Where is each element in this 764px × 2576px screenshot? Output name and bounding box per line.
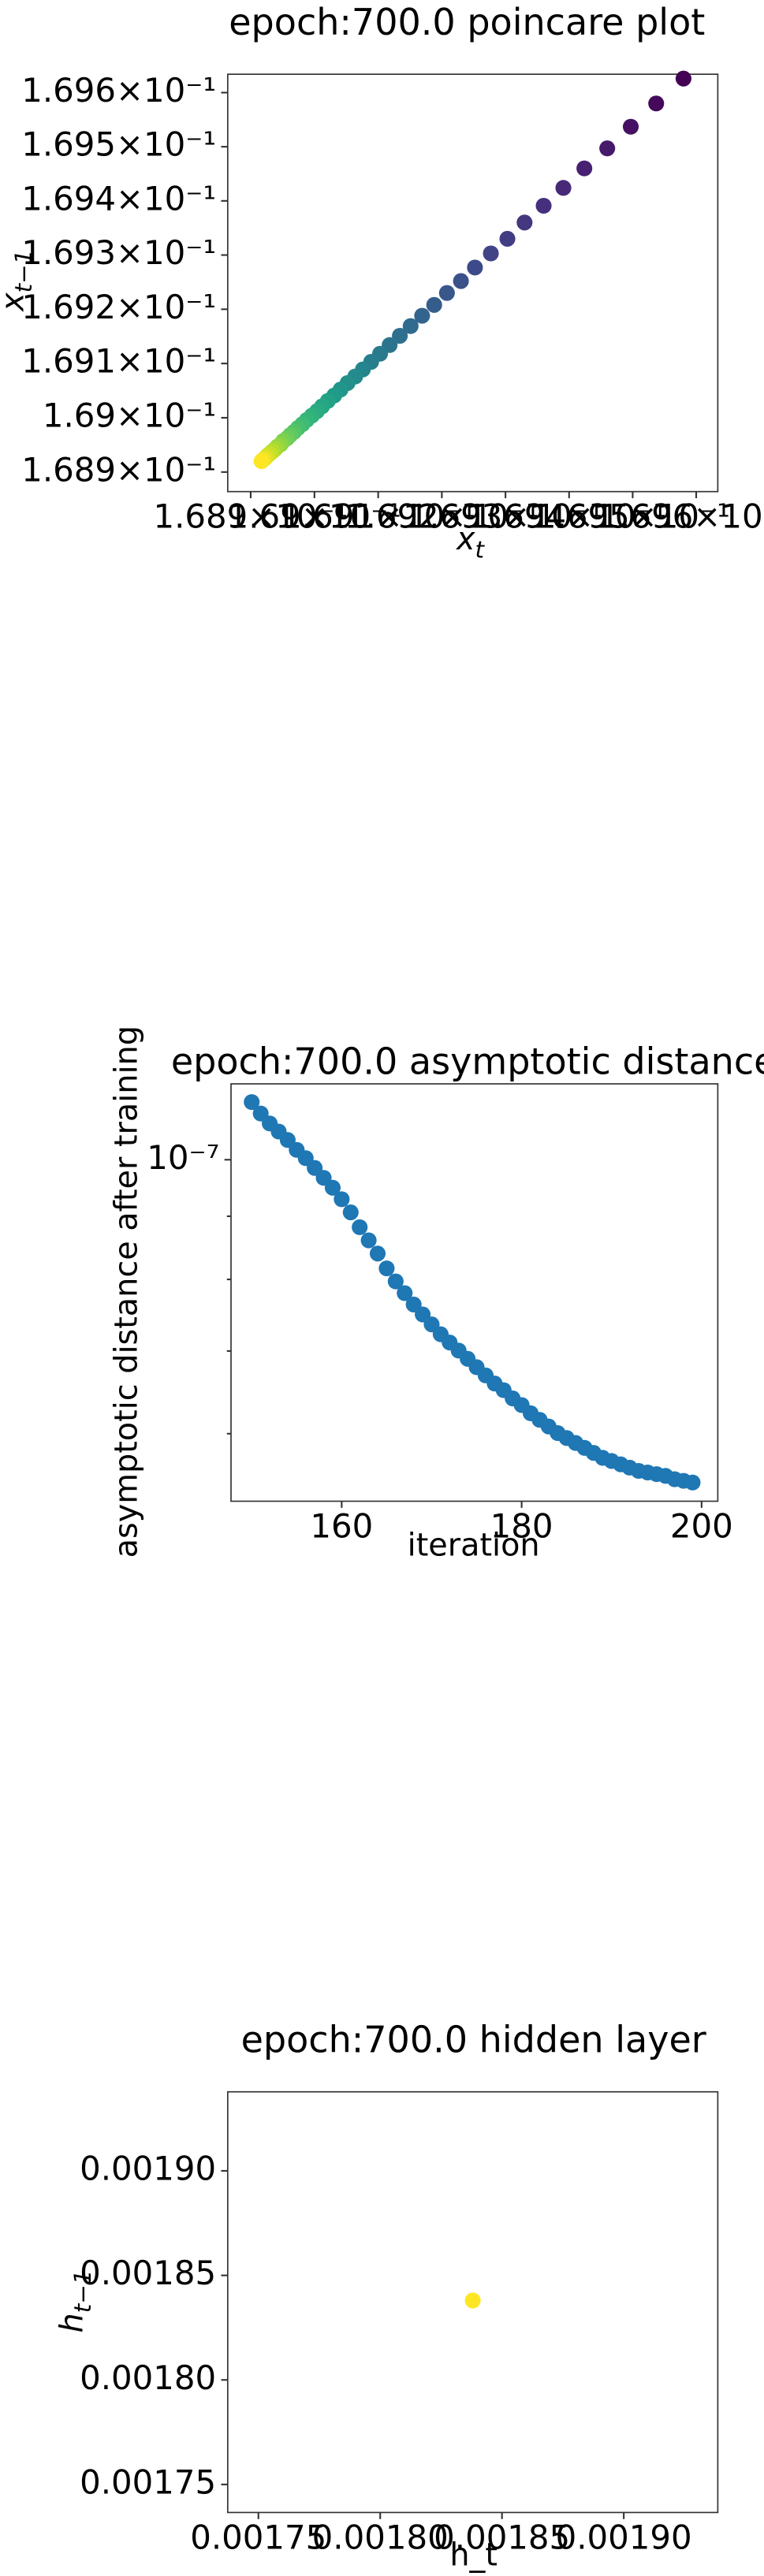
x-tick-label: 0.00190: [556, 2518, 692, 2556]
point: [675, 70, 691, 87]
point: [324, 1179, 341, 1196]
x-tick-label: 1.689×10⁻¹: [153, 497, 348, 536]
point: [414, 307, 430, 324]
point: [464, 2292, 481, 2309]
point: [516, 214, 533, 231]
point: [360, 1232, 377, 1249]
y-tick-label: 1.694×10⁻¹: [21, 179, 216, 218]
x-axis-label-base: x: [455, 521, 475, 557]
y-axis-label-sub: t−1: [69, 2270, 96, 2314]
point: [392, 327, 408, 344]
point: [334, 1191, 350, 1208]
point: [253, 453, 270, 470]
x-tick-label: 200: [670, 1507, 733, 1546]
y-tick-label: 0.00190: [80, 2150, 216, 2188]
x-axis-label-sub: t: [475, 536, 485, 563]
point: [555, 180, 572, 196]
point: [369, 1245, 386, 1262]
y-axis-label: asymptotic distance after training: [109, 1026, 145, 1558]
point: [244, 1094, 260, 1111]
point: [622, 118, 639, 135]
x-tick-label: 1.69×10⁻¹: [228, 497, 401, 536]
chart-title: epoch:700.0 asymptotic distance: [171, 1040, 764, 1082]
y-tick-label: 1.691×10⁻¹: [21, 342, 216, 381]
y-axis-label-base: h: [54, 2313, 91, 2332]
x-axis-label: h_t: [449, 2537, 498, 2573]
x-axis-label: xt: [455, 521, 486, 563]
x-tick-label: 0.00185: [434, 2518, 570, 2556]
y-axis-label: xt−1: [0, 250, 37, 313]
point: [378, 1260, 395, 1277]
point: [684, 1474, 701, 1491]
point: [648, 95, 665, 112]
point: [483, 245, 499, 262]
plot-frame: [226, 2090, 719, 2514]
x-tick-label: 1.695×10⁻¹: [535, 497, 730, 536]
y-tick-label: 10⁻⁷: [147, 1138, 219, 1177]
point: [535, 197, 552, 214]
point: [402, 318, 419, 334]
plot-frame: [230, 1083, 719, 1502]
y-tick-label: 1.696×10⁻¹: [21, 71, 216, 110]
y-tick-label: 0.00185: [80, 2254, 216, 2292]
point: [342, 1204, 359, 1221]
y-tick-label: 1.69×10⁻¹: [43, 396, 216, 434]
point: [426, 296, 442, 313]
x-tick-label: 180: [490, 1507, 553, 1546]
point: [387, 1273, 404, 1290]
point: [499, 230, 516, 247]
point: [397, 1285, 413, 1301]
x-tick-label: 0.00180: [312, 2518, 449, 2556]
chart-title: epoch:700.0 hidden layer: [241, 2018, 706, 2060]
chart-title: epoch:700.0 poincare plot: [229, 1, 705, 43]
y-axis-label-base: x: [0, 292, 31, 313]
y-tick-label: 0.00175: [80, 2462, 216, 2501]
x-tick-label: 1.694×10⁻¹: [471, 497, 666, 536]
x-tick-label: 0.00175: [190, 2518, 326, 2556]
point: [438, 285, 455, 301]
x-tick-label: 1.693×10⁻¹: [408, 497, 603, 536]
point: [453, 273, 469, 289]
y-tick-label: 1.692×10⁻¹: [21, 288, 216, 326]
point: [467, 259, 483, 276]
x-axis-label: iteration: [408, 1528, 540, 1564]
point: [599, 140, 616, 157]
x-tick-label: 160: [310, 1507, 373, 1546]
y-tick-label: 1.695×10⁻¹: [21, 125, 216, 164]
y-tick-label: 0.00180: [80, 2358, 216, 2397]
point: [352, 1219, 368, 1235]
y-axis-label-sub: t−1: [10, 250, 37, 293]
point: [576, 160, 593, 177]
x-tick-label: 1.696×10⁻¹: [599, 497, 764, 536]
y-tick-label: 1.689×10⁻¹: [21, 450, 216, 489]
y-axis-label: ht−1: [54, 2270, 96, 2333]
plot-frame: [226, 73, 719, 493]
y-tick-label: 1.693×10⁻¹: [21, 233, 216, 272]
x-tick-label: 1.691×10⁻¹: [281, 497, 475, 536]
x-tick-label: 1.692×10⁻¹: [345, 497, 539, 536]
